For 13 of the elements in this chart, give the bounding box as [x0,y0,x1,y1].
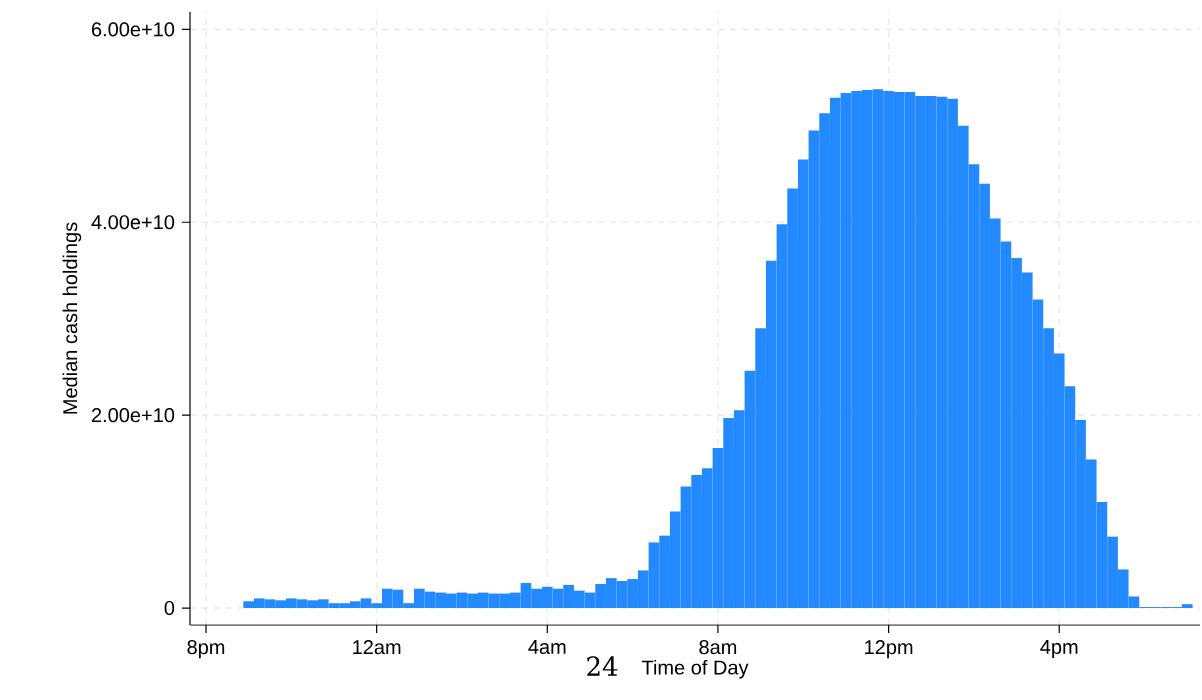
x-tick-label: 12pm [865,640,913,659]
y-tick-label: 2.00e+10 [91,408,175,423]
text: 24 [587,656,618,676]
y-tick-label: 4.00e+10 [91,215,175,230]
x-tick-label: 12am [353,640,401,655]
y-axis-title: Median cash holdings [62,222,82,414]
y-tick-label: 0 [164,600,175,616]
x-tick-label: 4am [528,640,566,655]
x-tick-label: 8pm [187,640,225,659]
y-tick-label: 6.00e+10 [91,22,175,37]
x-axis-title: Time of Day [641,659,749,679]
x-tick-label: 4pm [1040,640,1078,658]
x-tick-label: 8am [699,640,737,655]
